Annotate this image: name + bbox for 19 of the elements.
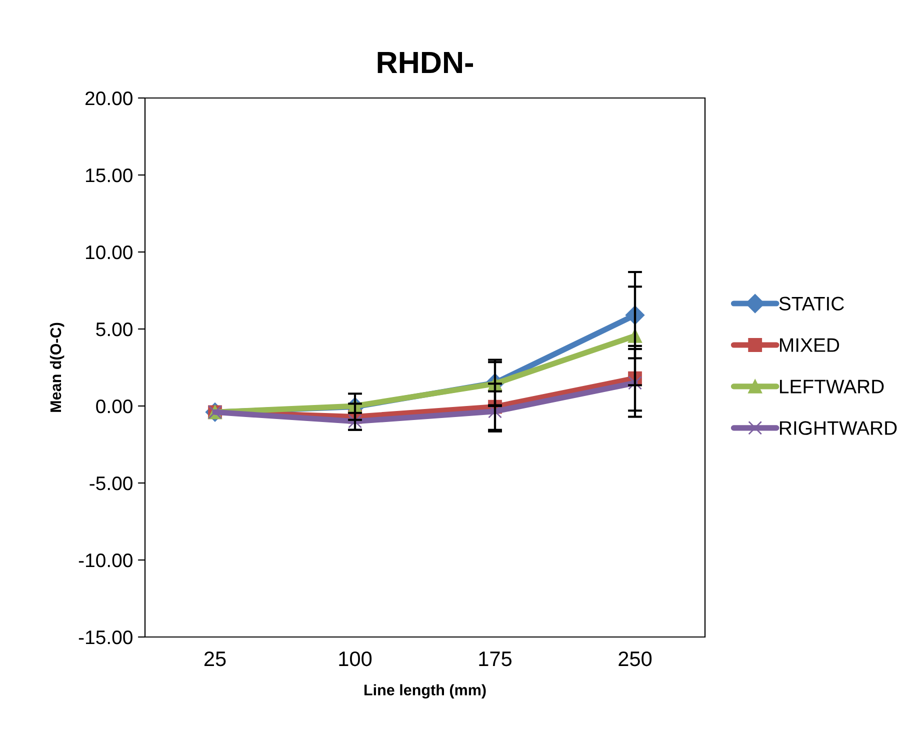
y-tick-label: 20.00 [86,91,132,106]
y-tick-label: -10.00 [78,553,132,568]
legend-label: LEFTWARD [780,380,884,394]
x-tick-label: 100 [339,651,372,666]
chart-title: RHDN- [378,52,473,73]
legend-label: RIGHTWARD [780,421,897,435]
y-tick-label: 15.00 [86,168,132,182]
y-axis-title: Mean d(O-C) [50,322,64,412]
x-tick-label: 175 [479,652,512,666]
legend-label: STATIC [779,296,844,311]
x-axis-title: Line length (mm) [364,684,486,699]
y-tick-label: -5.00 [90,476,132,490]
x-tick-label: 25 [204,651,226,666]
x-tick-label: 250 [618,651,652,666]
y-tick-label: 10.00 [86,245,132,260]
y-tick-label: -15.00 [78,630,132,644]
y-tick-label: 5.00 [96,322,132,336]
y-tick-label: 0.00 [96,399,132,414]
legend-label: MIXED [780,338,840,352]
